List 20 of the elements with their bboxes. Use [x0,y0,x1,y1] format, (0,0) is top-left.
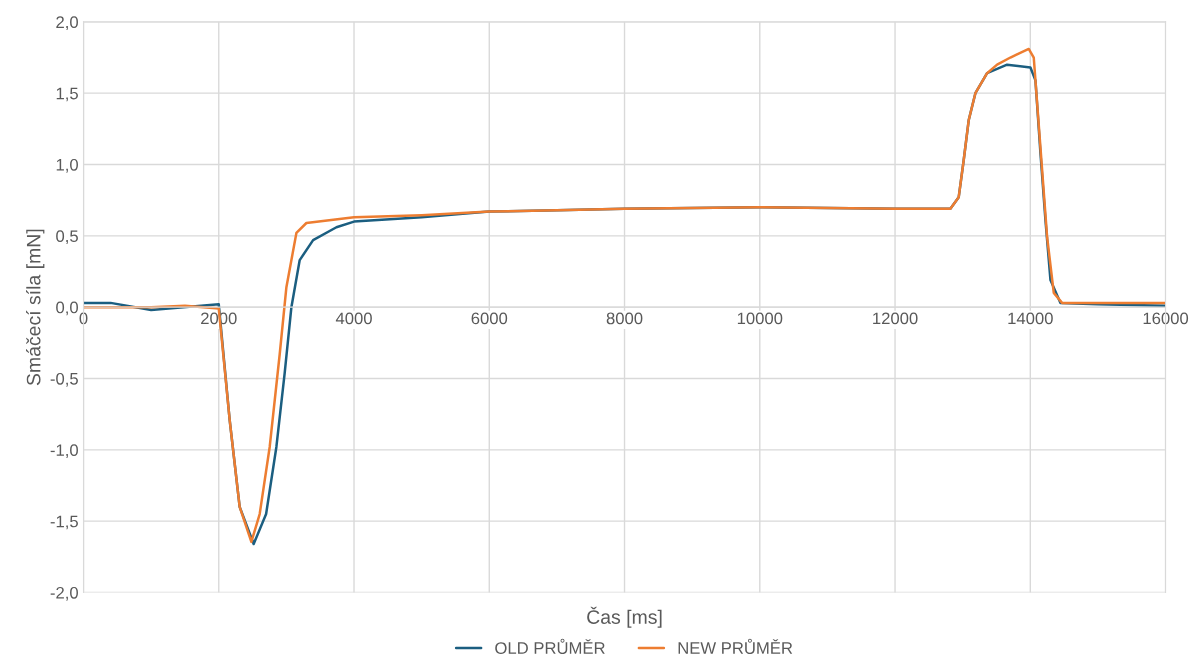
y-tick-label: 0,0 [56,301,78,316]
y-tick-label: 1,0 [56,158,78,173]
y-tick-label: -1,0 [50,444,78,458]
x-tick-label: 16000 [1143,312,1189,325]
y-tick-label: -1,5 [50,515,78,530]
legend-label: NEW PRŮMĚR [678,638,793,654]
x-axis-title: Čas [ms] [587,606,662,628]
y-tick-label: 0,5 [56,230,78,245]
y-tick-label: 2,0 [56,16,78,31]
x-tick-label: 8000 [606,312,643,325]
y-tick-label: 1,5 [56,87,78,102]
x-tick-label: 4000 [335,312,372,325]
x-tick-label: 14000 [1008,312,1053,325]
y-tick-label: -2,0 [50,586,78,601]
x-tick-label: 6000 [471,312,508,325]
legend-label: OLD PRŮMĚR [495,638,605,654]
y-tick-label: -0,5 [50,372,78,387]
x-tick-label: 10000 [737,312,783,325]
x-tick-label: 12000 [873,312,918,325]
y-axis-title: Smáčecí síla [mN] [26,229,45,386]
